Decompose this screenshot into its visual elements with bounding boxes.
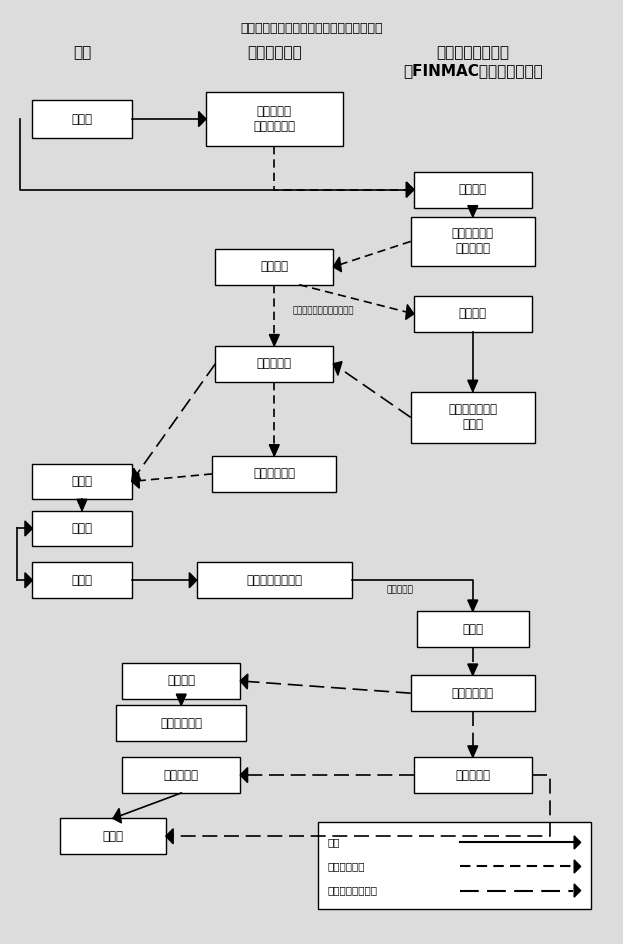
Text: 斡旋申立て: 斡旋申立て bbox=[386, 585, 413, 595]
Polygon shape bbox=[574, 835, 581, 849]
Text: 顧客: 顧客 bbox=[327, 837, 340, 848]
Text: 当社の苦情及び紛争手続きに関する概略図: 当社の苦情及び紛争手続きに関する概略図 bbox=[240, 22, 383, 35]
Polygon shape bbox=[468, 206, 478, 217]
Polygon shape bbox=[199, 111, 206, 126]
Polygon shape bbox=[468, 600, 478, 612]
FancyBboxPatch shape bbox=[60, 818, 166, 854]
Polygon shape bbox=[131, 468, 140, 481]
FancyBboxPatch shape bbox=[206, 92, 343, 146]
Text: 斡旋打切り: 斡旋打切り bbox=[455, 768, 490, 782]
FancyBboxPatch shape bbox=[414, 296, 531, 331]
Polygon shape bbox=[189, 573, 197, 588]
Text: 苦情受付、
手続等の説明: 苦情受付、 手続等の説明 bbox=[254, 105, 295, 133]
Polygon shape bbox=[25, 521, 32, 536]
Text: 指定紛争解決機関
（FINMAC、貸金業協会）: 指定紛争解決機関 （FINMAC、貸金業協会） bbox=[403, 45, 543, 78]
FancyBboxPatch shape bbox=[216, 346, 333, 381]
Text: 解決策の説明、
助言等: 解決策の説明、 助言等 bbox=[449, 403, 497, 431]
Text: 苦　情: 苦 情 bbox=[72, 112, 93, 126]
FancyBboxPatch shape bbox=[417, 612, 528, 647]
Polygon shape bbox=[468, 380, 478, 392]
Polygon shape bbox=[574, 860, 581, 873]
FancyBboxPatch shape bbox=[414, 172, 531, 208]
Polygon shape bbox=[113, 808, 121, 823]
FancyBboxPatch shape bbox=[411, 217, 535, 266]
Text: 指定紛争解決機関: 指定紛争解決機関 bbox=[327, 885, 377, 896]
Polygon shape bbox=[25, 573, 32, 588]
Text: スターツ証券: スターツ証券 bbox=[247, 45, 302, 60]
FancyBboxPatch shape bbox=[32, 464, 131, 499]
Polygon shape bbox=[176, 694, 186, 705]
Text: 苦情の取次、
調査の指示: 苦情の取次、 調査の指示 bbox=[452, 228, 494, 256]
FancyBboxPatch shape bbox=[216, 249, 333, 285]
Polygon shape bbox=[269, 445, 279, 456]
Text: 解　決: 解 決 bbox=[72, 522, 93, 535]
Polygon shape bbox=[131, 473, 140, 488]
Text: 受　理: 受 理 bbox=[462, 623, 483, 635]
Polygon shape bbox=[406, 182, 414, 197]
Polygon shape bbox=[574, 884, 581, 897]
Polygon shape bbox=[240, 674, 248, 689]
Polygon shape bbox=[333, 257, 341, 272]
Text: スターツ証券: スターツ証券 bbox=[327, 862, 364, 871]
Text: 斡旋案を提示: 斡旋案を提示 bbox=[452, 686, 494, 700]
FancyBboxPatch shape bbox=[411, 392, 535, 444]
Text: 顧客: 顧客 bbox=[73, 45, 91, 60]
Polygon shape bbox=[269, 334, 279, 346]
Text: 事実確認: 事実確認 bbox=[260, 261, 288, 274]
FancyBboxPatch shape bbox=[318, 822, 591, 909]
FancyBboxPatch shape bbox=[32, 563, 131, 598]
Text: 和解契約締結: 和解契約締結 bbox=[160, 716, 202, 730]
Polygon shape bbox=[406, 182, 414, 197]
Polygon shape bbox=[468, 664, 478, 675]
Text: 紛争手続等の説明: 紛争手続等の説明 bbox=[246, 574, 302, 587]
Text: 話合い: 話合い bbox=[72, 475, 93, 488]
Text: 訴訟等: 訴訟等 bbox=[103, 830, 123, 843]
FancyBboxPatch shape bbox=[197, 563, 352, 598]
Polygon shape bbox=[333, 362, 342, 376]
Text: 斡旋成立: 斡旋成立 bbox=[167, 674, 195, 687]
FancyBboxPatch shape bbox=[116, 705, 246, 741]
FancyBboxPatch shape bbox=[32, 511, 131, 547]
Text: 内容稽査: 内容稽査 bbox=[459, 308, 487, 320]
FancyBboxPatch shape bbox=[32, 100, 131, 138]
Text: 不　調: 不 調 bbox=[72, 574, 93, 587]
Text: 資料等提出、調査結果報告: 資料等提出、調査結果報告 bbox=[293, 306, 354, 315]
FancyBboxPatch shape bbox=[414, 757, 531, 793]
Polygon shape bbox=[468, 746, 478, 757]
Text: 解決案を提示: 解決案を提示 bbox=[254, 467, 295, 480]
Text: 苦情受付: 苦情受付 bbox=[459, 183, 487, 196]
Polygon shape bbox=[240, 767, 247, 783]
Polygon shape bbox=[406, 305, 414, 319]
Polygon shape bbox=[77, 499, 87, 511]
Text: 対応を決定: 対応を決定 bbox=[257, 357, 292, 370]
FancyBboxPatch shape bbox=[411, 675, 535, 711]
FancyBboxPatch shape bbox=[122, 757, 240, 793]
FancyBboxPatch shape bbox=[212, 456, 336, 492]
Text: 斡旋不成立: 斡旋不成立 bbox=[164, 768, 199, 782]
FancyBboxPatch shape bbox=[122, 663, 240, 699]
Polygon shape bbox=[166, 829, 173, 844]
